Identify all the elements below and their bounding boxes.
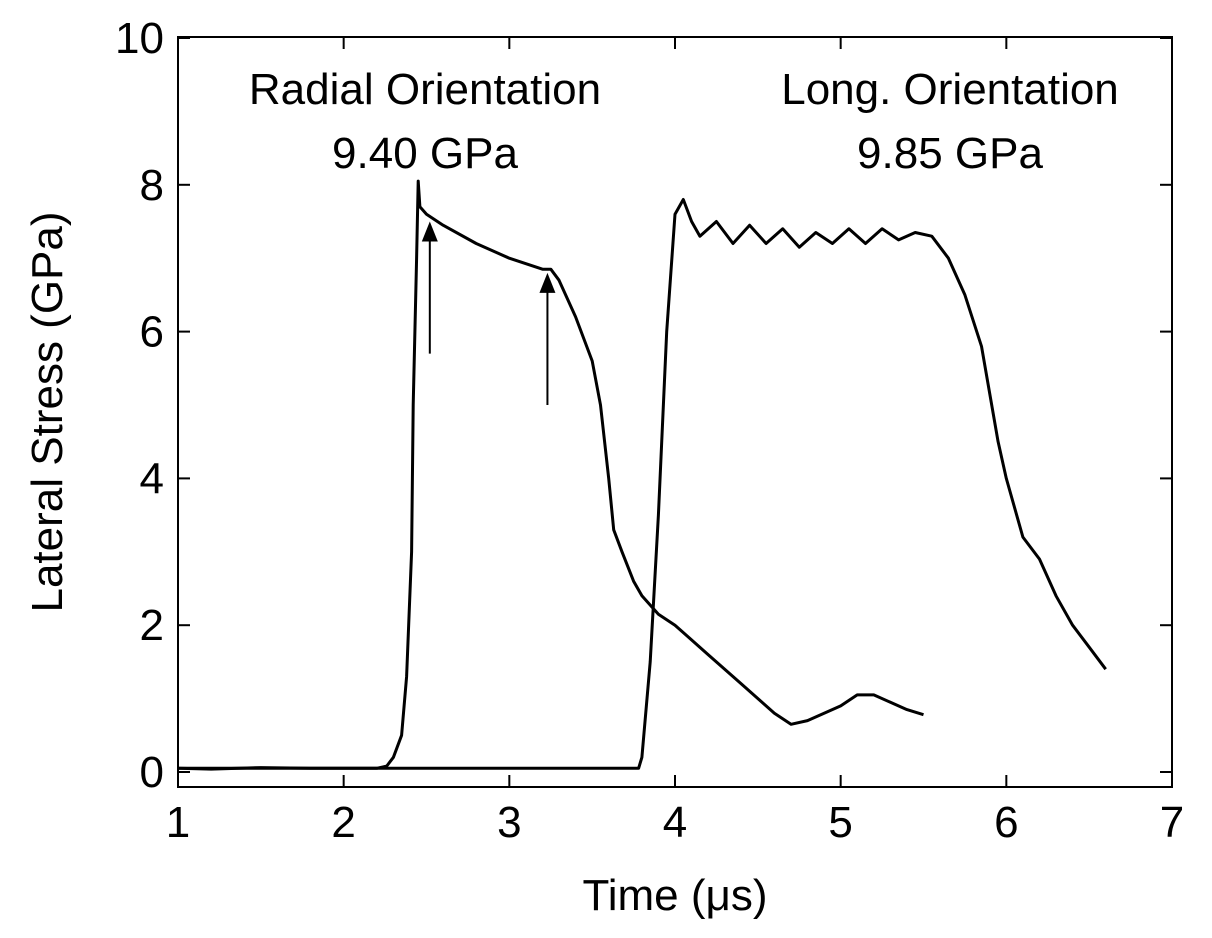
annotation-long-line1: Long. Orientation xyxy=(781,65,1119,114)
x-tick-label-5: 6 xyxy=(994,798,1018,847)
y-tick-label-2: 4 xyxy=(140,454,164,503)
y-tick-label-4: 8 xyxy=(140,161,164,210)
x-tick-label-6: 7 xyxy=(1160,798,1184,847)
y-tick-label-1: 2 xyxy=(140,601,164,650)
y-axis-title: Lateral Stress (GPa) xyxy=(23,211,72,612)
annotation-radial-line2: 9.40 GPa xyxy=(332,129,518,178)
x-tick-label-4: 5 xyxy=(828,798,852,847)
x-axis-title: Time (μs) xyxy=(582,871,767,920)
x-tick-label-0: 1 xyxy=(166,798,190,847)
annotations: Radial Orientation 9.40 GPa Long. Orient… xyxy=(249,65,1119,178)
series-group xyxy=(177,179,1107,771)
arrow-head-1 xyxy=(539,272,556,293)
series-line-0 xyxy=(177,179,924,771)
x-tick-label-1: 2 xyxy=(331,798,355,847)
x-tick-label-3: 4 xyxy=(663,798,687,847)
arrow-head-0 xyxy=(421,221,438,242)
annotation-radial-line1: Radial Orientation xyxy=(249,65,601,114)
x-tick-label-2: 3 xyxy=(497,798,521,847)
axis-ticks: 1 2 3 4 5 6 7 0 2 4 6 8 10 xyxy=(115,14,1184,847)
y-tick-label-0: 0 xyxy=(140,748,164,797)
arrows-group xyxy=(421,221,556,405)
annotation-long-line2: 9.85 GPa xyxy=(857,129,1043,178)
series-line-1 xyxy=(178,198,1107,770)
y-tick-label-3: 6 xyxy=(140,308,164,357)
y-tick-label-5: 10 xyxy=(115,14,164,63)
